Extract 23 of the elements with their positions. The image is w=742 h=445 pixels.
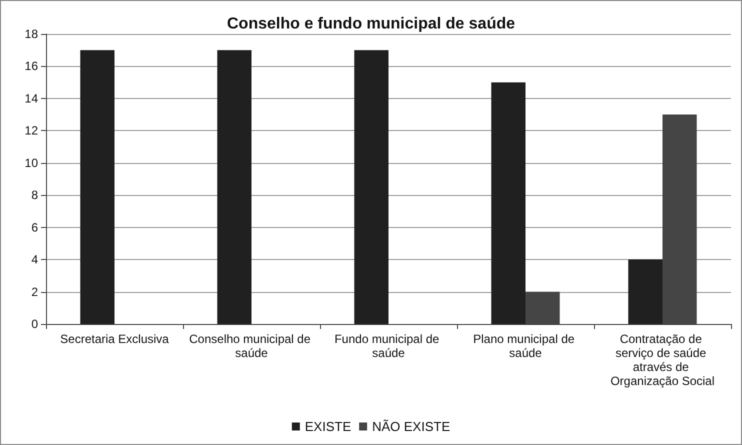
bar — [354, 50, 388, 324]
bar — [80, 50, 114, 324]
y-tick-label: 4 — [31, 252, 38, 267]
bar — [628, 260, 662, 324]
y-tick-label: 14 — [24, 91, 38, 106]
x-tick-label: Conselho municipal de saúde — [189, 332, 314, 360]
x-tick-label: Plano municipal de saúde — [473, 332, 578, 360]
bar — [217, 50, 252, 324]
x-tick-label: Secretaria Exclusiva — [60, 332, 170, 346]
legend-label: EXISTE — [304, 419, 352, 434]
chart-title: Conselho e fundo municipal de saúde — [226, 16, 516, 32]
x-tick-label: Fundo municipal de saúde — [334, 332, 443, 360]
y-tick-label: 2 — [31, 284, 38, 299]
y-tick-label: 18 — [24, 27, 38, 41]
y-tick-label: 6 — [31, 220, 38, 234]
y-tick-label: 12 — [24, 124, 38, 138]
bar — [491, 82, 526, 324]
y-tick-label: 10 — [24, 156, 38, 170]
y-tick-label: 0 — [31, 317, 38, 331]
y-tick-label: 8 — [31, 188, 38, 202]
x-tick-label: Contratação de serviço de saúde através de Organização Social — [610, 332, 715, 388]
y-tick-label: 16 — [24, 59, 38, 74]
legend-label: NÃO EXISTE — [372, 419, 450, 434]
